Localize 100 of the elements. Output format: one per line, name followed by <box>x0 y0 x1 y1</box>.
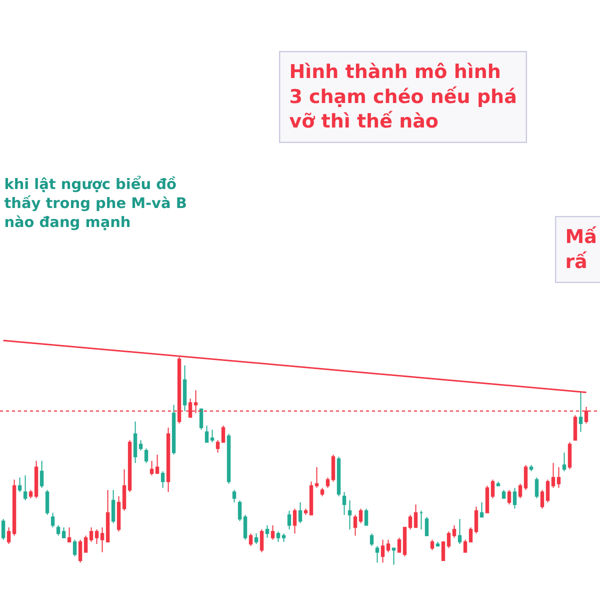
candlestick <box>529 464 534 472</box>
candlestick <box>1 518 6 540</box>
candlestick <box>320 487 324 497</box>
candlestick <box>298 502 302 524</box>
candlestick <box>28 489 33 499</box>
candlestick <box>232 489 236 503</box>
candlestick <box>304 508 308 516</box>
candlestick <box>243 514 248 540</box>
candlestick <box>128 440 132 493</box>
candlestick <box>122 468 126 512</box>
candlestick <box>100 526 104 553</box>
candlestick <box>138 440 143 452</box>
candlestick <box>414 504 418 528</box>
candlestick <box>199 408 204 430</box>
candlestick <box>226 433 231 484</box>
candlestick <box>94 528 99 544</box>
candlestick <box>144 448 148 464</box>
candlestick <box>408 514 412 530</box>
candlestick <box>221 425 226 443</box>
candlestick <box>12 479 16 536</box>
candlestick <box>287 510 292 530</box>
candlestick <box>397 537 402 553</box>
candlestick <box>507 489 512 505</box>
candlestick <box>133 420 138 464</box>
candlestick <box>150 460 154 476</box>
candlestick <box>474 506 478 534</box>
candlestick <box>216 440 220 454</box>
candlestick <box>556 466 561 488</box>
candlestick <box>254 533 258 544</box>
candlestick <box>490 479 495 499</box>
candlestick <box>78 539 82 564</box>
candlestick <box>270 524 275 540</box>
candlestick <box>238 500 242 522</box>
candlestick <box>370 533 374 547</box>
candlestick <box>573 414 578 441</box>
candlestick <box>480 502 484 518</box>
candlestick <box>18 477 22 493</box>
candlestick <box>375 546 380 564</box>
candlestick <box>326 477 330 488</box>
candlestick <box>106 489 110 542</box>
candlestick <box>348 500 352 530</box>
candlestick <box>524 464 528 490</box>
candlestick <box>84 535 88 553</box>
candlestick <box>50 512 55 528</box>
candlestick <box>380 539 385 564</box>
candlestick <box>458 518 462 544</box>
candlestick <box>248 533 253 547</box>
candlestick <box>386 539 390 553</box>
candlestick <box>45 489 50 516</box>
candlestick <box>436 541 440 547</box>
candlestick <box>430 539 434 551</box>
candlestick <box>56 524 60 536</box>
candlestick <box>402 526 407 557</box>
candlestick <box>562 452 566 472</box>
candlestick <box>62 526 66 538</box>
text: Mấ rấ <box>565 226 598 273</box>
candlestick <box>166 427 170 493</box>
candlestick <box>463 539 468 553</box>
candlestick <box>292 508 297 534</box>
candlestick <box>485 485 490 514</box>
candlestick <box>424 516 429 536</box>
candlestick <box>276 530 280 542</box>
candlestick <box>67 526 72 542</box>
candlestick <box>331 454 336 482</box>
candlestick <box>540 489 544 510</box>
candlestick <box>419 510 424 530</box>
candlestick <box>364 508 368 526</box>
candlestick <box>34 460 38 499</box>
candlestick <box>441 541 446 562</box>
candlestick <box>518 483 522 499</box>
text: Hình thành mô hình 3 chạm chéo nếu phá vỡ thì thế nào <box>289 61 517 133</box>
candlestick <box>182 364 187 412</box>
candlestick <box>496 481 500 486</box>
candlestick <box>358 508 363 524</box>
candlestick <box>468 526 473 542</box>
candlestick <box>155 454 160 474</box>
candlestick <box>309 481 314 516</box>
candlestick <box>568 442 572 470</box>
candlestick <box>314 466 319 488</box>
candlestick <box>116 496 121 532</box>
candlestick <box>282 533 286 542</box>
candlestick <box>551 462 556 488</box>
candlestick <box>353 514 358 536</box>
candlestick <box>40 460 44 488</box>
candlestick <box>546 479 550 503</box>
candlestick <box>342 492 346 516</box>
candlestick <box>336 456 341 497</box>
candlestick <box>452 524 456 538</box>
candlestick <box>89 526 94 542</box>
candlestick <box>534 477 539 499</box>
candlestick <box>578 392 583 432</box>
candlestick <box>204 425 209 443</box>
candlestick <box>446 530 451 549</box>
candlestick <box>265 524 270 538</box>
candlestick <box>160 470 165 488</box>
candlestick <box>210 429 214 443</box>
candlestick <box>512 487 517 510</box>
candlestick <box>111 489 116 524</box>
candlestick <box>172 404 176 456</box>
candlestick <box>502 489 506 499</box>
